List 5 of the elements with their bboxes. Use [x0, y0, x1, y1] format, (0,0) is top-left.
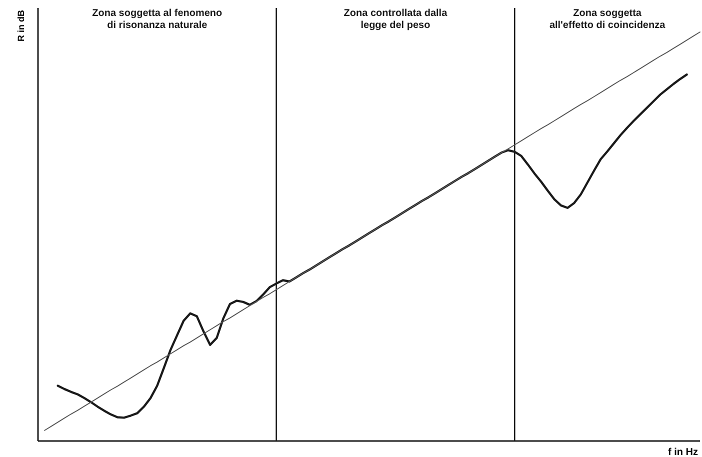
text: Zona controllata dalla legge del peso	[344, 8, 448, 31]
x-axis-title: f in Hz	[668, 447, 698, 457]
text: Zona soggetta al fenomeno di risonanza naturale	[92, 8, 222, 31]
text: Zona soggetta all'effetto di coincidenza	[549, 8, 666, 31]
y-axis-title: R in dB	[16, 10, 26, 42]
